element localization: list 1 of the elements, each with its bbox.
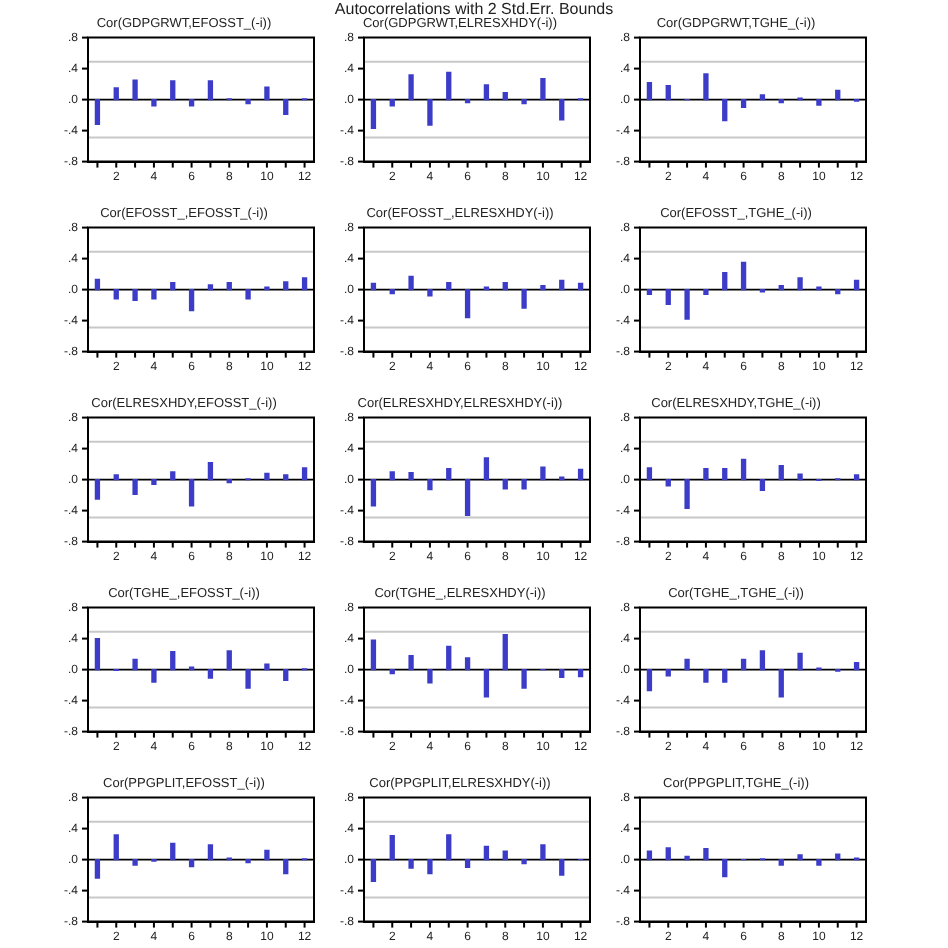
text: Autocorrelations with 2 Std.Err. Bounds xyxy=(332,0,616,18)
